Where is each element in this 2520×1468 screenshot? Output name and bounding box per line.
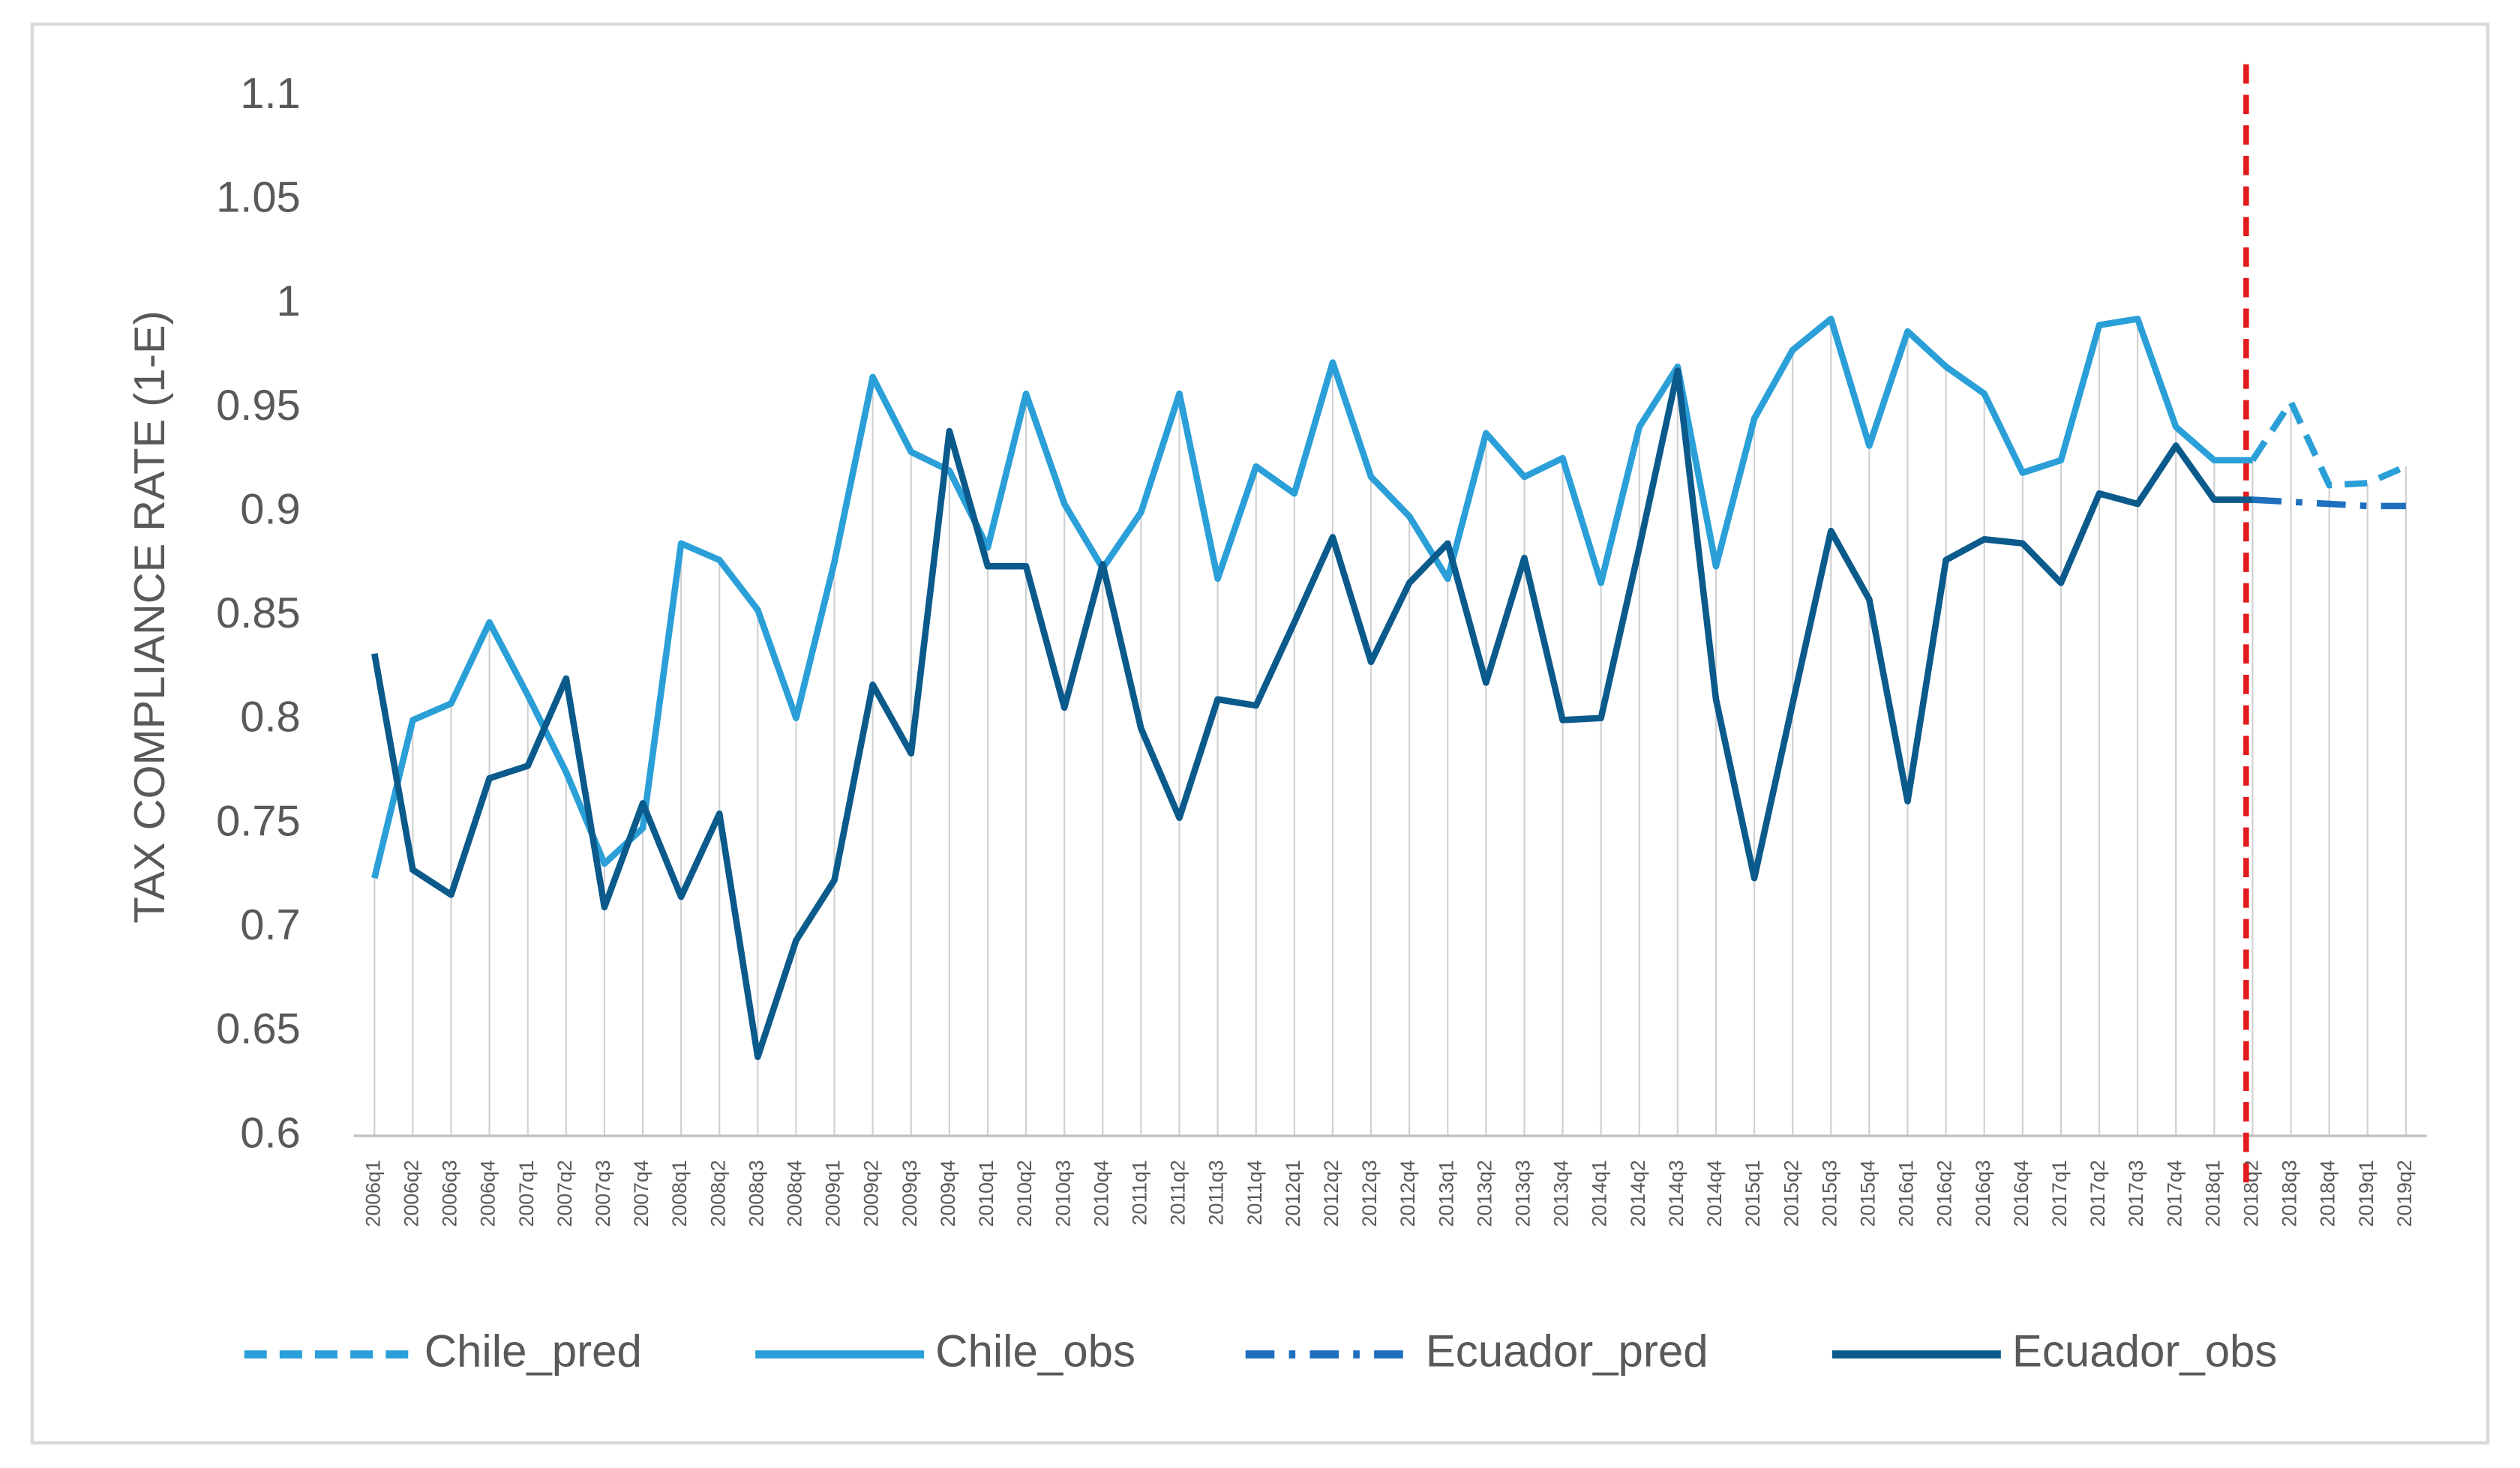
x-tick-label: 2007q3 [592,1160,614,1227]
x-tick-label: 2006q3 [439,1160,461,1227]
x-tick-label: 2014q2 [1627,1160,1649,1227]
y-tick-label: 0.75 [216,797,301,845]
x-tick-label: 2011q3 [1205,1160,1228,1225]
x-tick-label: 2009q3 [898,1160,921,1227]
series-line [371,367,2253,1060]
legend-label: Ecuador_obs [2012,1326,2278,1376]
x-tick-label: 2010q2 [1013,1160,1036,1227]
x-tick-label: 2010q4 [1090,1160,1112,1227]
x-tick-label: 2018q2 [2240,1160,2263,1227]
y-tick-label: 1 [277,277,301,325]
y-tick-label: 0.65 [216,1005,301,1053]
x-tick-label: 2006q1 [362,1160,384,1227]
x-tick-label: 2011q4 [1244,1160,1266,1225]
legend-label: Chile_pred [424,1326,642,1376]
y-tick-label: 1.05 [216,174,301,222]
x-tick-label: 2007q1 [515,1160,538,1227]
x-tick-label: 2016q2 [1934,1160,1956,1227]
x-tick-label: 2016q4 [2010,1160,2032,1227]
x-tick-label: 2008q3 [745,1160,767,1227]
y-tick-label: 0.95 [216,382,301,430]
series-line [371,316,2253,879]
x-tick-label: 2012q3 [1358,1160,1381,1227]
x-tick-label: 2013q3 [1512,1160,1534,1227]
x-tick-label: 2008q1 [668,1160,691,1227]
x-tick-label: 2016q1 [1895,1160,1918,1227]
x-tick-label: 2013q4 [1550,1160,1573,1227]
x-tick-label: 2019q1 [2355,1160,2378,1227]
x-tick-label: 2017q1 [2048,1160,2071,1227]
x-tick-label: 2014q1 [1588,1160,1611,1227]
x-tick-label: 2006q4 [477,1160,500,1227]
x-tick-label: 2015q1 [1742,1160,1764,1227]
legend-label: Ecuador_pred [1426,1326,1708,1376]
x-tick-label: 2018q3 [2278,1160,2301,1227]
y-tick-label: 0.7 [240,901,300,949]
x-tick-label: 2009q2 [860,1160,883,1227]
x-tick-label: 2006q2 [400,1160,422,1227]
x-tick-label: 2013q1 [1435,1160,1457,1227]
x-tick-label: 2009q4 [937,1160,959,1227]
x-tick-label: 2015q4 [1856,1160,1879,1227]
x-tick-label: 2017q2 [2086,1160,2109,1227]
series-line [2249,398,2408,489]
x-tick-label: 2018q4 [2317,1160,2339,1227]
x-tick-label: 2019q2 [2393,1160,2416,1227]
x-tick-label: 2013q2 [1473,1160,1496,1227]
x-tick-label: 2011q1 [1128,1160,1150,1225]
x-tick-label: 2010q1 [975,1160,998,1227]
y-tick-label: 0.85 [216,589,301,637]
x-tick-label: 2014q3 [1665,1160,1688,1227]
chart-border [30,22,2490,1445]
x-tick-label: 2012q4 [1396,1160,1419,1227]
x-tick-label: 2016q3 [1972,1160,1994,1227]
y-tick-label: 0.6 [240,1109,300,1157]
x-tick-label: 2014q4 [1703,1160,1726,1227]
x-tick-label: 2007q2 [554,1160,576,1227]
y-tick-label: 1.1 [240,70,300,118]
x-tick-label: 2018q1 [2201,1160,2224,1227]
x-tick-label: 2008q2 [706,1160,729,1227]
x-tick-label: 2012q1 [1282,1160,1304,1227]
x-tick-label: 2012q2 [1320,1160,1342,1227]
x-tick-label: 2015q2 [1780,1160,1802,1227]
x-tick-label: 2009q1 [822,1160,844,1227]
legend-label: Chile_obs [935,1326,1136,1376]
x-tick-label: 2007q4 [630,1160,652,1227]
x-tick-label: 2011q2 [1167,1160,1190,1225]
y-axis-label: TAX COMPLIANCE RATE (1-E) [126,310,174,923]
x-tick-label: 2008q4 [784,1160,806,1227]
series-line [2252,496,2406,510]
x-tick-label: 2015q3 [1818,1160,1840,1227]
y-tick-label: 0.9 [240,485,300,533]
x-tick-label: 2010q3 [1052,1160,1074,1227]
y-tick-label: 0.8 [240,694,300,741]
x-tick-label: 2017q4 [2163,1160,2186,1227]
x-tick-label: 2017q3 [2125,1160,2147,1227]
